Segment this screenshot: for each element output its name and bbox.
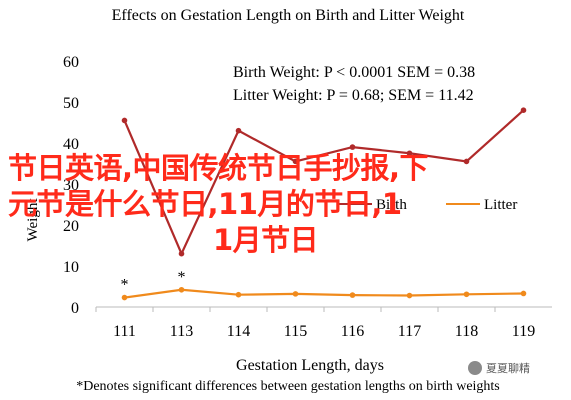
footnote: *Denotes significant differences between… [76,379,500,394]
data-point-litter [406,292,413,299]
wechat-icon [468,361,482,375]
asterisk-layer: * * [121,269,186,294]
significance-asterisk: * [178,269,186,286]
significance-asterisk: * [121,277,129,294]
y-tick-label: 0 [71,300,79,317]
watermark-label: 夏夏聊精 [486,362,530,375]
series-layer [121,107,527,301]
data-point-litter [178,286,185,293]
data-point-litter [121,294,128,301]
watermark-overlay-text: 节日英语,中国传统节日手抄报,下 元节是什么节日,11月的节日,1 1月节日 [8,150,548,258]
data-point-litter [349,292,356,298]
data-point-litter [463,291,470,298]
chart-title: Effects on Gestation Length on Birth and… [112,7,465,24]
data-point-birth [463,158,470,165]
data-point-birth [520,107,527,113]
data-point-litter [292,291,299,297]
source-watermark: 夏夏聊精 [468,358,530,378]
data-point-birth [349,144,356,150]
x-tick-label: 117 [398,323,421,340]
overlay-line-2: 元节是什么节日,11月的节日,1 [8,187,402,221]
x-tick-label: 111 [113,323,136,340]
legend-litter-label: Litter [484,197,517,213]
data-point-birth [406,150,413,157]
y-tick-label: 50 [63,95,79,112]
stats-line-2: Litter Weight: P = 0.68; SEM = 11.42 [233,87,474,104]
x-tick-label: 119 [512,323,535,340]
overlay-line-1: 节日英语,中国传统节日手抄报,下 [8,151,429,185]
series-line-birth [123,109,525,257]
data-point-birth [292,158,299,165]
stats-line-1: Birth Weight: P < 0.0001 SEM = 0.38 [233,64,475,81]
y-tick-label: 60 [63,54,79,71]
x-tick-label: 118 [455,323,478,340]
data-point-litter [520,290,527,297]
y-axis-label: Weight [25,198,41,242]
y-tick-label: 10 [63,259,79,276]
x-tick-label: 115 [284,323,307,340]
data-point-birth [121,117,128,124]
x-tick-label: 116 [341,323,364,340]
legend: Birth Litter [338,197,517,213]
legend-birth-label: Birth [376,197,407,213]
y-tick-label: 30 [63,177,79,194]
data-point-birth [178,250,185,257]
x-tick-label: 114 [227,323,250,340]
x-tick-label: 113 [170,323,193,340]
x-axis: 111 113 114 115 116 117 118 119 [95,307,535,340]
y-tick-label: 20 [63,218,79,235]
y-axis: 0 10 20 30 40 50 60 [63,54,79,317]
data-point-birth [235,127,242,134]
overlay-line-3: 1月节日 [213,223,319,257]
data-point-litter [235,291,242,298]
series-line-litter [124,288,524,299]
y-tick-label: 40 [63,136,79,153]
x-axis-label: Gestation Length, days [236,357,384,374]
